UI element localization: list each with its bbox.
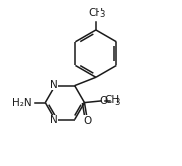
Text: H₂N: H₂N: [12, 98, 31, 108]
Text: CH: CH: [105, 95, 120, 105]
Text: 3: 3: [100, 10, 105, 19]
Text: N: N: [50, 80, 58, 90]
Text: O: O: [83, 116, 91, 126]
Text: 3: 3: [114, 98, 119, 107]
Text: O: O: [100, 96, 108, 106]
Text: CH: CH: [88, 8, 103, 18]
Text: N: N: [50, 115, 58, 125]
